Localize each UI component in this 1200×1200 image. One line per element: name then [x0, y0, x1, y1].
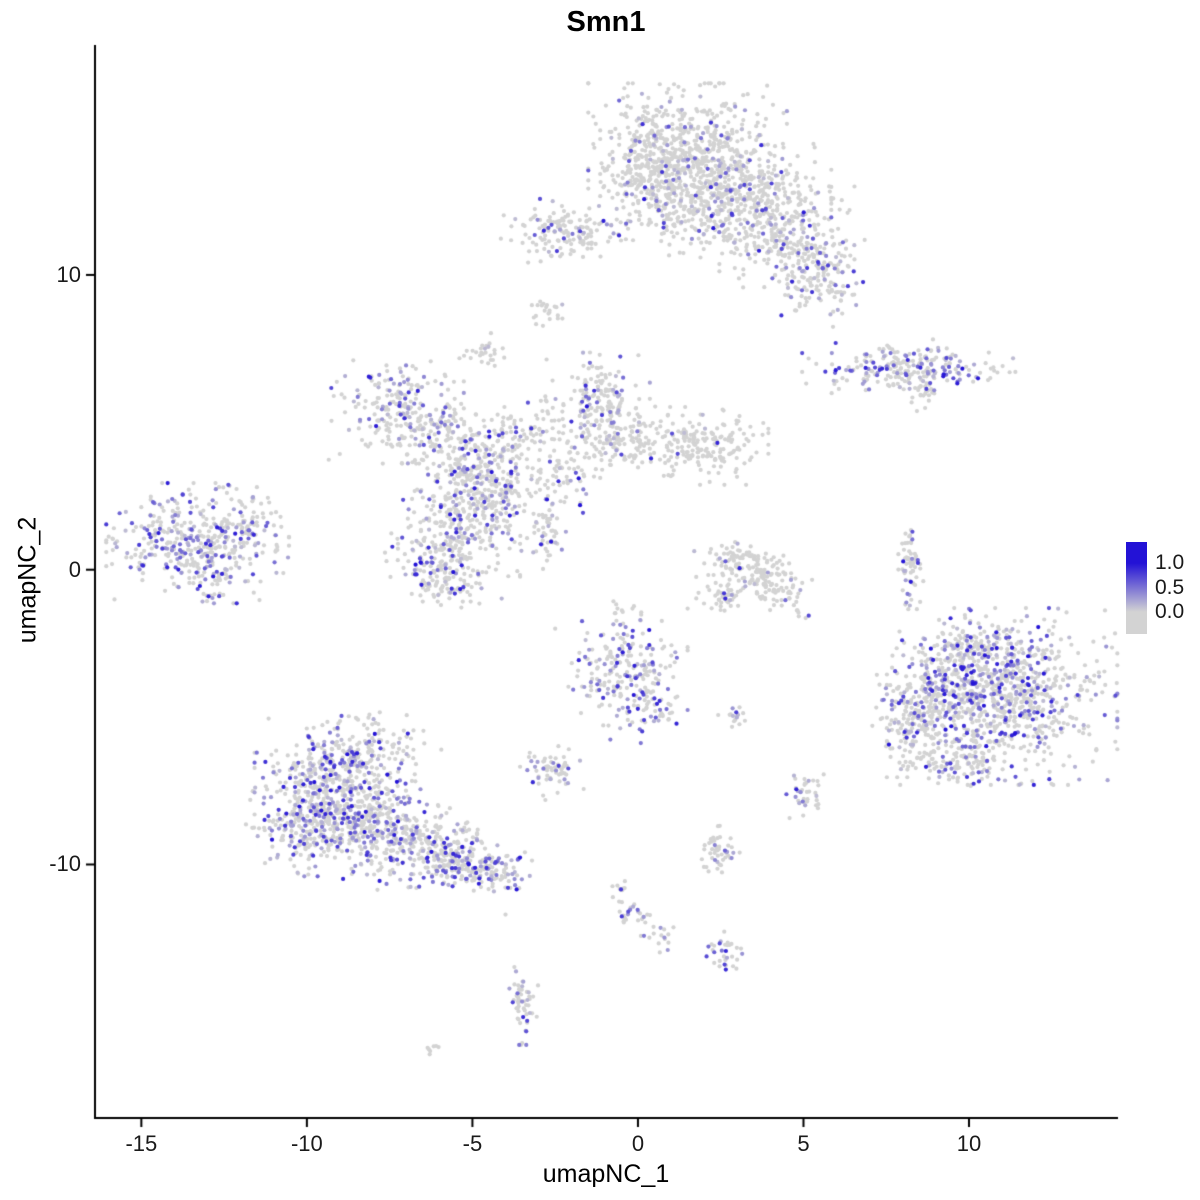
x-tick-label: -10: [290, 1131, 323, 1156]
legend-tick-label: 0.5: [1155, 576, 1185, 599]
y-tick-label: -10: [49, 851, 81, 877]
y-tick-label: 0: [68, 556, 81, 582]
legend-tick-label: 0.0: [1155, 600, 1185, 623]
x-tick-label: 5: [797, 1131, 810, 1156]
x-tick-label: 0: [631, 1131, 645, 1156]
x-tick-label: -15: [125, 1131, 158, 1156]
y-axis-title: umapNC_2: [13, 516, 42, 644]
x-tick-label: 10: [956, 1131, 982, 1156]
plot-title: Smn1: [566, 6, 646, 38]
legend-gradient-bar: [1126, 542, 1147, 634]
x-tick-label: -5: [462, 1131, 483, 1156]
x-axis-title: umapNC_1: [542, 1160, 670, 1188]
legend-tick-label: 1.0: [1155, 551, 1185, 574]
legend: 1.0 0.5 0.0: [1126, 542, 1200, 638]
y-tick-label: 10: [56, 261, 81, 287]
